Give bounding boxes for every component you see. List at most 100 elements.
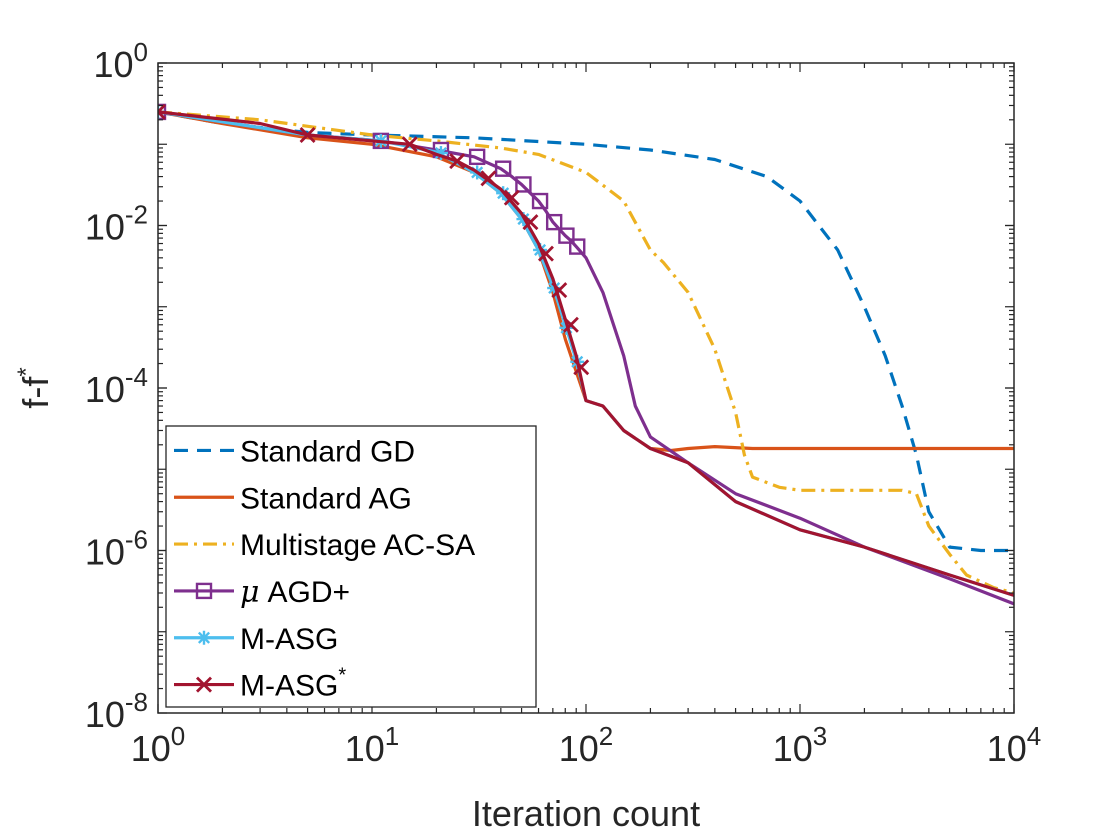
y-axis-label-main: f-f [15,376,56,409]
y-tick-label-base: 10 [93,44,133,85]
data-point-m-asg-star-stroke [299,127,316,143]
data-point-m-asg-star-stroke [158,109,166,120]
data-point-m-asg-star [551,282,568,299]
y-tick-label: 10-8 [85,687,148,735]
data-point-m-asg-star-stroke [562,316,579,333]
legend-swatch-marker [197,630,211,645]
y-tick-label-exponent: -6 [125,525,148,555]
data-point-m-asg-star [158,103,166,120]
data-point-m-asg-star-stroke [449,153,466,170]
data-point-mu-agd-plus [569,238,586,255]
y-tick-label-exponent: 0 [134,37,148,67]
y-axis-label-superscript: * [13,367,40,376]
data-point-mu-agd-plus [515,176,532,193]
legend-label-text: Standard GD [240,435,415,468]
legend-label-text: AGD+ [268,576,351,609]
data-point-mu-agd-plus [531,192,549,210]
y-tick-label: 100 [93,37,148,85]
series-line-m-asg-star [158,110,1014,597]
x-tick-label: 104 [987,721,1042,769]
data-point-m-asg-star [401,136,418,153]
legend-label: Multistage AC-SA [240,529,475,562]
legend-item-multistage-ac-sa: Multistage AC-SA [174,529,475,562]
data-point-m-asg-star [562,316,579,333]
data-point-m-asg-star [449,153,466,170]
y-tick-label-exponent: -2 [125,200,148,230]
x-tick-label: 102 [559,721,614,769]
data-point-mu-agd-plus [468,148,486,166]
data-point-mu-agd-plus [494,160,512,177]
data-point-m-asg-star [480,170,497,187]
x-tick-label: 103 [773,721,828,769]
legend-item-m-asg: M-ASG [174,623,338,656]
series-line-multistage-ac-sa [158,110,1014,595]
y-tick-label: 10-2 [85,200,148,248]
legend-item-standard-gd: Standard GD [174,435,415,468]
x-tick-label-exponent: 3 [813,721,827,751]
x-tick-label-exponent: 2 [599,721,613,751]
data-point-m-asg-star-stroke [480,170,497,187]
legend-label-mu: μ [240,575,260,610]
x-tick-label-base: 10 [131,728,171,769]
legend-label-superscript: * [338,665,346,687]
data-point-m-asg-star-stroke [573,359,590,376]
data-point-m-asg-star-stroke [551,282,568,299]
series-multistage-ac-sa [158,110,1014,595]
legend-swatch-marker [196,676,212,693]
legend-label: Standard AG [240,482,412,515]
x-tick-label-exponent: 1 [385,721,399,751]
series-m-asg-star [158,103,1014,597]
series-layer [158,103,1014,606]
legend-label: M-ASG* [240,665,346,703]
data-point-m-asg-star [573,359,590,376]
data-point-m-asg-star [522,214,539,231]
data-point-m-asg-star-stroke [503,189,520,206]
data-point-m-asg-star-stroke [158,103,166,114]
y-tick-label-base: 10 [85,369,125,410]
data-point-m-asg-star-stroke [522,214,539,231]
y-tick-label-base: 10 [85,207,125,248]
legend-swatch-marker-stroke [197,631,211,644]
data-point-m-asg-star [537,245,554,262]
legend-label-text: Multistage AC-SA [240,529,475,562]
legend-item-m-asg-star: M-ASG* [174,665,346,703]
y-tick-label-base: 10 [85,532,125,573]
x-tick-label-base: 10 [559,728,599,769]
x-axis-label: Iteration count [472,793,700,834]
legend-label: M-ASG [240,623,338,656]
x-tick-label-base: 10 [345,728,385,769]
x-tick-label-exponent: 0 [171,721,185,751]
legend-swatch-marker [195,582,213,600]
x-tick-label: 101 [345,721,400,769]
legend-label: μ AGD+ [240,575,350,610]
legend-label-text: Standard AG [240,482,412,515]
x-tick-label-base: 10 [987,728,1027,769]
legend-box [165,425,537,708]
data-point-mu-agd-plus [558,227,575,244]
x-tick-label: 100 [131,721,186,769]
x-tick-label-base: 10 [773,728,813,769]
y-tick-label: 10-6 [85,525,148,573]
legend: Standard GD Standard AG Multistage AC-SA μ A… [165,425,537,708]
legend-item-mu-agd-plus: μ AGD+ [174,575,350,610]
x-tick-label-exponent: 4 [1027,721,1041,751]
data-point-m-asg-star-stroke [401,136,418,153]
data-point-m-asg-stroke [434,146,447,160]
legend-label: Standard GD [240,435,415,468]
legend-swatch-marker-stroke [196,676,212,693]
data-point-mu-agd-plus [545,213,563,231]
legend-label-text: M-ASG [240,670,338,703]
legend-label-text: M-ASG [240,623,338,656]
y-tick-label-exponent: -8 [125,687,148,717]
data-point-m-asg-star-stroke [537,245,554,262]
y-tick-label-base: 10 [85,694,125,735]
y-tick-label: 10-4 [85,362,148,410]
legend-item-standard-ag: Standard AG [174,482,412,515]
y-tick-label-exponent: -4 [125,362,148,392]
y-axis-label: f-f* [13,367,56,408]
data-point-m-asg-star [299,127,316,143]
data-point-m-asg-star [503,189,520,206]
